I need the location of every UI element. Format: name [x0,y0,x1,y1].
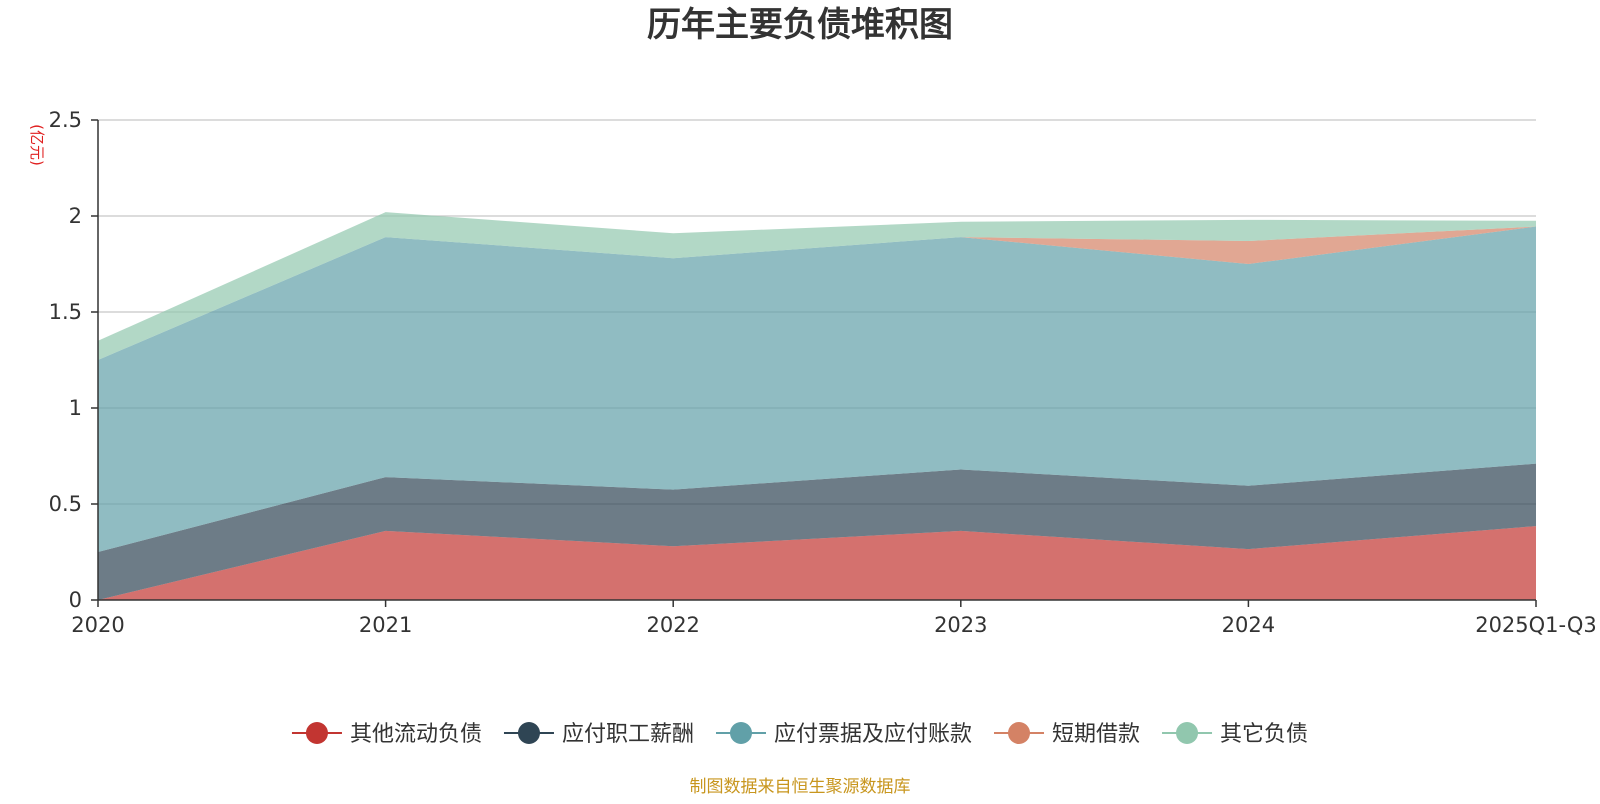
legend[interactable]: 其他流动负债 应付职工薪酬 应付票据及应付账款 短期借款 其它负债 [291,722,1308,747]
y-tick-label-2: 1 [69,396,82,420]
legend-marker-3 [1008,722,1031,744]
y-tick-label-0: 0 [69,588,82,612]
legend-item-3[interactable]: 短期借款 [994,722,1140,747]
axes: 0 0.5 1 1.5 2 2.5 2020 2021 2022 2023 2024 2025Q1-Q… [49,108,1597,637]
legend-label-1: 应付职工薪酬 [562,722,694,747]
area-series-0 [98,526,1536,600]
legend-marker-1 [517,722,540,744]
legend-label-0: 其他流动负债 [350,722,482,747]
legend-item-1[interactable]: 应付职工薪酬 [503,722,694,747]
x-tick-label-1: 2021 [359,613,412,637]
area-series-3 [98,226,1536,360]
y-tick-label-4: 2 [69,204,82,228]
area-series-4 [98,212,1536,360]
x-tick-label-0: 2020 [71,613,124,637]
source-note: 制图数据来自恒生聚源数据库 [690,777,911,797]
legend-item-2[interactable]: 应付票据及应付账款 [715,722,972,747]
legend-item-4[interactable]: 其它负债 [1162,722,1308,747]
y-tick-label-3: 1.5 [49,300,82,324]
x-tick-label-5: 2025Q1-Q3 [1475,613,1597,637]
legend-label-3: 短期借款 [1052,722,1140,747]
chart-title: 历年主要负债堆积图 [647,5,953,45]
area-series-1 [98,463,1536,600]
series-areas [98,212,1536,600]
y-tick-label-5: 2.5 [49,108,82,132]
y-tick-label-1: 0.5 [49,492,82,516]
legend-marker-2 [729,722,752,744]
x-tick-label-4: 2024 [1222,613,1275,637]
legend-marker-4 [1176,722,1199,744]
legend-label-4: 其它负债 [1220,722,1308,747]
x-tick-label-3: 2023 [934,613,987,637]
legend-item-0[interactable]: 其他流动负债 [291,722,482,747]
x-tick-label-2: 2022 [646,613,699,637]
area-series-2 [98,226,1536,552]
legend-label-2: 应付票据及应付账款 [774,722,972,747]
y-axis-unit: (亿元) [28,124,46,166]
legend-marker-0 [305,722,328,744]
